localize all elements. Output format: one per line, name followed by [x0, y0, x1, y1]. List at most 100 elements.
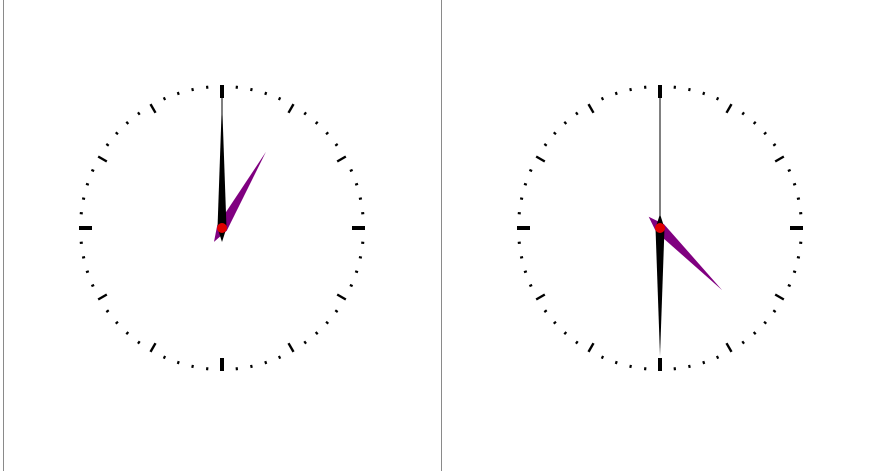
minute-tick [125, 331, 130, 336]
hour-tick [725, 342, 733, 353]
minute-tick [354, 182, 359, 186]
analog-clock-left [79, 85, 365, 371]
minute-tick [796, 256, 801, 259]
minute-tick [575, 340, 579, 345]
minute-tick [519, 256, 524, 259]
center-dot [217, 223, 227, 233]
minute-tick [114, 131, 119, 136]
minute-tick [563, 120, 568, 125]
minute-tick [250, 364, 253, 369]
minute-tick [772, 143, 777, 147]
hour-tick [535, 293, 546, 301]
hour-tick [535, 155, 546, 163]
minute-tick [543, 143, 548, 147]
minute-tick [528, 168, 533, 173]
minute-tick [349, 283, 354, 288]
minute-tick [105, 309, 110, 313]
hour-tick [149, 342, 157, 353]
minute-tick [334, 143, 339, 147]
minute-tick [176, 91, 180, 96]
hour-tick [149, 103, 157, 114]
minute-tick [176, 360, 180, 365]
center-dot [655, 223, 665, 233]
minute-tick [277, 355, 282, 360]
minute-tick [600, 355, 605, 360]
minute-tick [137, 340, 141, 345]
minute-tick [114, 320, 119, 325]
hour-tick [587, 103, 595, 114]
minute-tick [250, 87, 253, 92]
panel-border-left [3, 0, 4, 471]
hour-tick [336, 293, 347, 301]
minute-tick [702, 91, 706, 96]
minute-tick [575, 111, 579, 116]
minute-tick [90, 168, 95, 173]
minute-tick [519, 197, 524, 200]
minute-tick [772, 309, 777, 313]
minute-tick [191, 364, 194, 369]
minute-tick [702, 360, 706, 365]
minute-tick [552, 131, 557, 136]
hour-tick [336, 155, 347, 163]
minute-tick [303, 111, 307, 116]
analog-clock-right [511, 79, 809, 377]
minute-tick [264, 91, 268, 96]
minute-tick [629, 87, 632, 92]
hour-hand [214, 151, 266, 242]
hour-hand [648, 216, 723, 291]
minute-tick [354, 270, 359, 274]
minute-tick [741, 111, 745, 116]
minute-tick [752, 120, 757, 125]
minute-tick [792, 182, 797, 186]
minute-tick [314, 331, 319, 336]
minute-tick [349, 168, 354, 173]
minute-tick [523, 270, 528, 274]
minute-tick [787, 283, 792, 288]
clock-panel-right [441, 0, 870, 471]
minute-tick [528, 283, 533, 288]
minute-tick [264, 360, 268, 365]
clock-panel-left [79, 85, 365, 371]
minute-tick [792, 270, 797, 274]
minute-tick [90, 283, 95, 288]
minute-tick [85, 182, 90, 186]
minute-tick [137, 111, 141, 116]
hour-tick [725, 103, 733, 114]
minute-tick [752, 331, 757, 336]
minute-tick [523, 182, 528, 186]
hour-tick [774, 293, 785, 301]
minute-tick [763, 131, 768, 136]
minute-tick [105, 143, 110, 147]
minute-tick [358, 256, 363, 259]
minute-tick [763, 320, 768, 325]
minute-tick [688, 87, 691, 92]
hour-tick [287, 342, 295, 353]
minute-tick [600, 96, 605, 101]
minute-tick [552, 320, 557, 325]
minute-tick [614, 91, 618, 96]
minute-tick [191, 87, 194, 92]
minute-tick [314, 120, 319, 125]
hour-tick [97, 155, 108, 163]
minute-tick [303, 340, 307, 345]
minute-hand [655, 214, 665, 356]
minute-tick [715, 96, 720, 101]
panel-divider [441, 0, 442, 471]
minute-tick [125, 120, 130, 125]
minute-tick [796, 197, 801, 200]
minute-tick [629, 364, 632, 369]
minute-tick [543, 309, 548, 313]
minute-tick [741, 340, 745, 345]
minute-tick [81, 256, 86, 259]
minute-tick [358, 197, 363, 200]
hour-tick [587, 342, 595, 353]
hour-tick [287, 103, 295, 114]
minute-tick [787, 168, 792, 173]
minute-tick [688, 364, 691, 369]
minute-tick [614, 360, 618, 365]
minute-tick [325, 131, 330, 136]
minute-tick [563, 331, 568, 336]
minute-tick [277, 96, 282, 101]
minute-tick [325, 320, 330, 325]
